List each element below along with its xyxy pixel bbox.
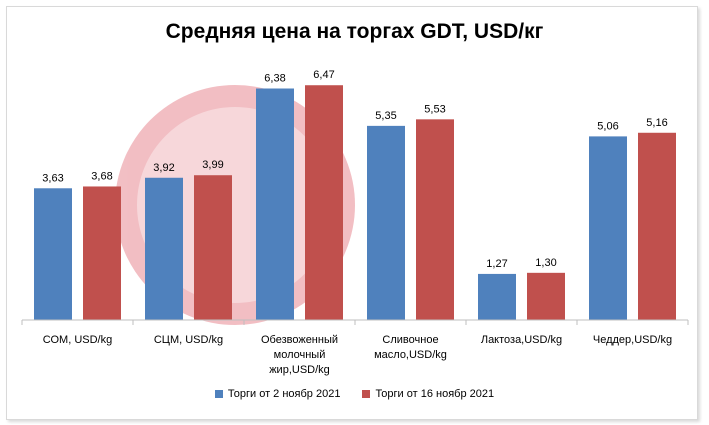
data-label-series-2-cat-5: 1,30 [535, 257, 556, 269]
x-tick-label-cat-2: СЦМ, USD/kg [154, 334, 223, 346]
bar-series-2-cat-1 [83, 186, 121, 320]
bar-series-2-cat-2 [194, 175, 232, 320]
bar-series-2-cat-3 [305, 85, 343, 320]
data-label-series-2-cat-2: 3,99 [202, 159, 223, 171]
data-label-series-1-cat-4: 5,35 [375, 110, 396, 122]
bar-series-1-cat-1 [34, 188, 72, 320]
bar-series-1-cat-4 [367, 125, 405, 320]
x-tick-label-cat-5: Лактоза,USD/kg [481, 334, 562, 346]
legend-item-series-2: Торги от 16 ноябр 2021 [362, 388, 494, 400]
legend-item-series-1: Торги от 2 ноябр 2021 [214, 388, 341, 400]
legend-label-series-2: Торги от 16 ноябр 2021 [375, 388, 495, 400]
bar-series-2-cat-5 [527, 272, 565, 320]
bar-series-2-cat-6 [638, 132, 676, 320]
legend: Торги от 2 ноябр 2021 Торги от 16 ноябр … [0, 388, 709, 400]
data-label-series-1-cat-3: 6,38 [264, 72, 285, 84]
data-label-series-1-cat-2: 3,92 [153, 162, 174, 174]
x-tick-label-cat-6: Чеддер,USD/kg [593, 334, 672, 346]
x-tick-label-cat-4: Сливочное [382, 334, 438, 346]
legend-label-series-1: Торги от 2 ноябр 2021 [227, 388, 341, 400]
bar-series-1-cat-6 [589, 136, 627, 320]
data-label-series-2-cat-6: 5,16 [646, 117, 667, 129]
x-tick-label-cat-1: СОМ, USD/kg [43, 334, 112, 346]
data-label-series-2-cat-4: 5,53 [424, 103, 445, 115]
chart-title: Средняя цена на торгах GDT, USD/кг [165, 20, 544, 43]
data-label-series-2-cat-1: 3,68 [91, 170, 112, 182]
bar-series-1-cat-5 [478, 273, 516, 320]
legend-swatch-series-2 [362, 390, 371, 398]
data-label-series-2-cat-3: 6,47 [313, 69, 334, 81]
x-tick-label-cat-4: масло,USD/kg [374, 349, 447, 361]
bar-series-1-cat-2 [145, 177, 183, 320]
legend-swatch-series-1 [214, 390, 223, 398]
bar-series-1-cat-3 [256, 88, 294, 320]
x-tick-label-cat-3: жир,USD/kg [269, 364, 330, 376]
data-label-series-1-cat-6: 5,06 [597, 120, 618, 132]
bar-series-2-cat-4 [416, 119, 454, 320]
x-tick-label-cat-3: Обезвоженный [261, 334, 338, 346]
x-tick-label-cat-3: молочный [274, 349, 326, 361]
data-label-series-1-cat-5: 1,27 [486, 258, 507, 270]
data-label-series-1-cat-1: 3,63 [42, 172, 63, 184]
